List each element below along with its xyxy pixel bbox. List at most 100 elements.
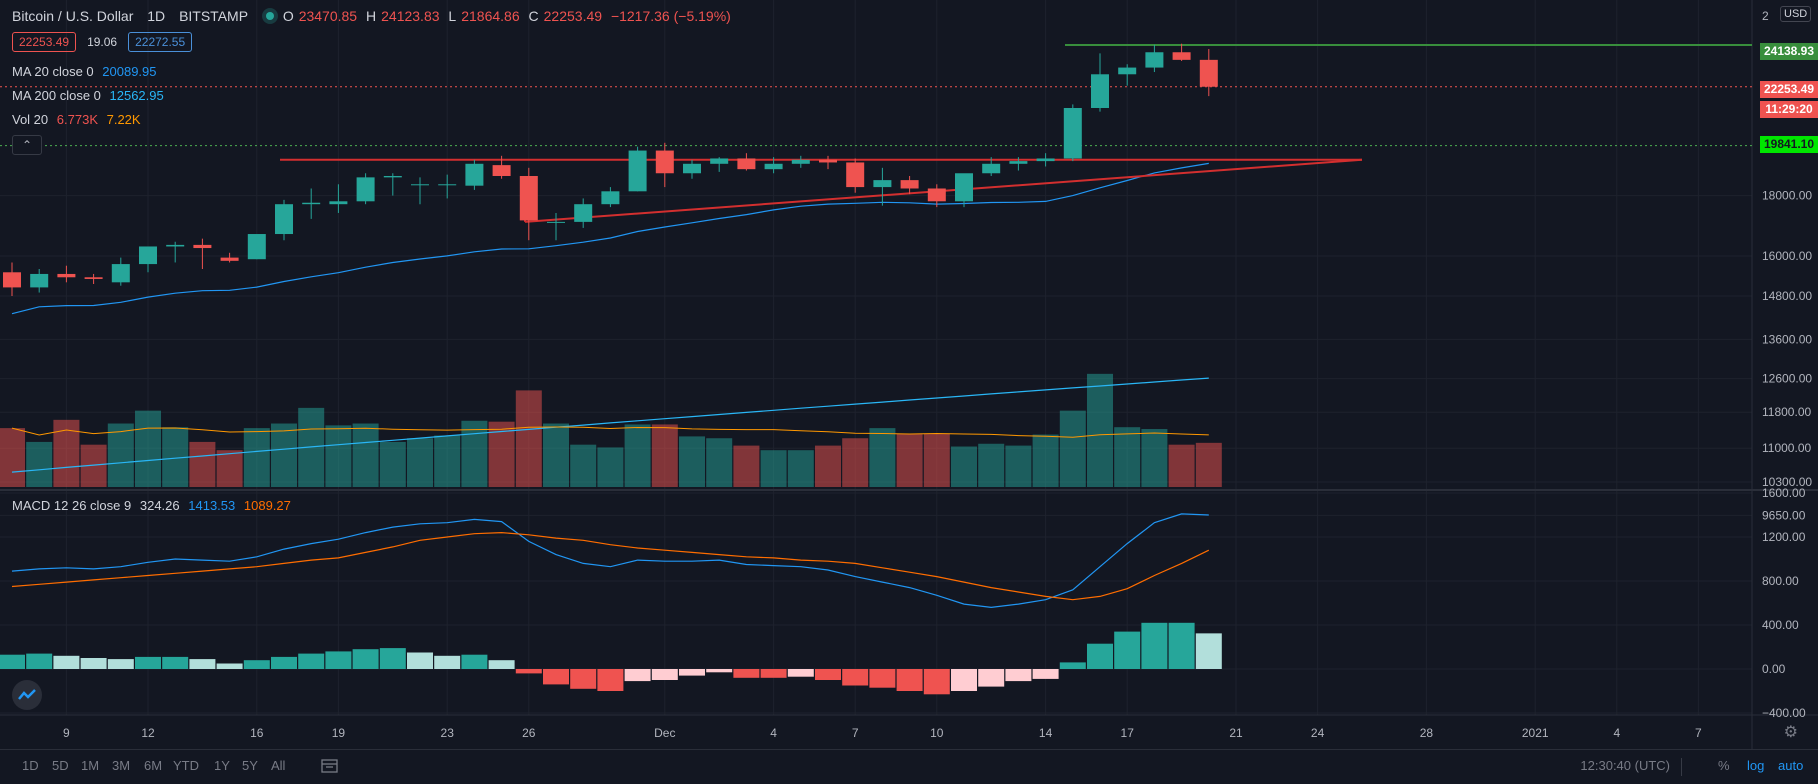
macd-histogram-bar bbox=[53, 655, 80, 669]
range-button-5y[interactable]: 5Y bbox=[242, 758, 258, 773]
currency-selector[interactable]: USD bbox=[1780, 6, 1812, 22]
support-price-tag: 19841.10 bbox=[1760, 136, 1818, 153]
range-button-5d[interactable]: 5D bbox=[52, 758, 69, 773]
candle-body bbox=[356, 177, 375, 202]
macd-histogram-bar bbox=[1195, 633, 1222, 669]
change-value: −1217.36 (−5.19%) bbox=[610, 8, 731, 24]
candle-body bbox=[302, 202, 321, 205]
macd-histogram-bar bbox=[1087, 643, 1113, 669]
tradingview-logo-icon[interactable] bbox=[12, 680, 42, 710]
symbol-title[interactable]: Bitcoin / U.S. Dollar bbox=[12, 8, 134, 24]
time-tick-label: Dec bbox=[654, 726, 675, 740]
candle bbox=[411, 177, 429, 205]
volume-legend[interactable]: Vol 20 6.773K 7.22K bbox=[12, 112, 146, 127]
candle bbox=[519, 167, 538, 241]
macd-line-value: 1413.53 bbox=[188, 498, 236, 513]
candle-body bbox=[900, 180, 919, 189]
candle bbox=[302, 188, 321, 219]
macd-histogram-bar bbox=[869, 669, 896, 688]
auto-scale-toggle[interactable]: auto bbox=[1778, 758, 1804, 773]
candle bbox=[1036, 153, 1055, 167]
volume-bar bbox=[107, 423, 134, 487]
candle-body bbox=[492, 165, 511, 176]
macd-histogram-bar bbox=[896, 669, 923, 691]
date-range-calendar-icon[interactable] bbox=[321, 758, 339, 774]
macd-histogram-bar bbox=[760, 669, 787, 678]
macd-histogram-bar bbox=[135, 656, 161, 669]
collapse-legend-button[interactable]: ⌃ bbox=[12, 135, 42, 155]
macd-lines bbox=[11, 513, 1210, 609]
range-button-1d[interactable]: 1D bbox=[22, 758, 39, 773]
high-label: H bbox=[366, 8, 377, 24]
bid-button[interactable]: 22253.49 bbox=[12, 32, 77, 52]
volume-bar bbox=[407, 438, 433, 487]
volume-bar bbox=[679, 436, 705, 487]
symbol-legend: Bitcoin / U.S. Dollar 1D BITSTAMP O 23470… bbox=[12, 8, 736, 24]
macd-histogram-bar bbox=[488, 660, 515, 669]
macd-histogram-bar bbox=[271, 656, 297, 669]
candle bbox=[166, 241, 185, 263]
chart-canvas[interactable]: 18000.0016000.0014800.0013600.0012600.00… bbox=[0, 0, 1818, 749]
macd-legend[interactable]: MACD 12 26 close 9 324.26 1413.53 1089.2… bbox=[12, 498, 296, 513]
utc-clock[interactable]: 12:30:40 (UTC) bbox=[1580, 758, 1670, 773]
range-button-ytd[interactable]: YTD bbox=[173, 758, 199, 773]
candle bbox=[1063, 104, 1082, 162]
time-tick-label: 21 bbox=[1229, 726, 1243, 740]
candle bbox=[982, 157, 1001, 176]
volume-bar bbox=[352, 423, 379, 487]
time-axis[interactable]: 9 12 16 19 23 26 Dec 4 7 10 14 17 21 24 28 2021 4 7 bbox=[63, 726, 1702, 740]
macd-histogram-bar bbox=[352, 649, 379, 669]
macd-histogram-bar bbox=[651, 669, 678, 680]
macd-histogram bbox=[0, 622, 1222, 695]
candle-body bbox=[411, 184, 429, 186]
macd-signal-value: 1089.27 bbox=[243, 498, 291, 513]
ma200-legend[interactable]: MA 200 close 0 12562.95 bbox=[12, 88, 169, 103]
time-tick-label: 28 bbox=[1420, 726, 1434, 740]
macd-tick-label: 0.00 bbox=[1762, 662, 1786, 676]
trend-lines[interactable] bbox=[0, 44, 1752, 223]
volume-bar bbox=[243, 428, 270, 487]
range-button-6m[interactable]: 6M bbox=[144, 758, 163, 773]
candle-body bbox=[1091, 74, 1109, 108]
candle bbox=[1172, 43, 1191, 61]
range-button-3m[interactable]: 3M bbox=[112, 758, 131, 773]
candle bbox=[574, 198, 593, 228]
volume-bar bbox=[842, 438, 869, 487]
macd-histogram-bar bbox=[298, 653, 325, 669]
candle bbox=[383, 173, 402, 196]
candle bbox=[764, 157, 783, 174]
time-tick-label: 7 bbox=[1695, 726, 1702, 740]
candle bbox=[30, 268, 49, 293]
range-button-1m[interactable]: 1M bbox=[81, 758, 100, 773]
candle bbox=[846, 158, 865, 193]
macd-histogram-bar bbox=[1141, 622, 1168, 669]
candle bbox=[1118, 64, 1137, 86]
candle-body bbox=[547, 221, 565, 223]
ma20-legend[interactable]: MA 20 close 0 20089.95 bbox=[12, 64, 162, 79]
candle-body bbox=[601, 191, 620, 205]
price-tick-label: 10300.00 bbox=[1762, 475, 1812, 489]
volume-bar bbox=[135, 410, 161, 487]
volume-bar bbox=[325, 425, 352, 487]
macd-histogram-bar bbox=[26, 653, 53, 669]
range-button-all[interactable]: All bbox=[271, 758, 286, 773]
volume-bar bbox=[1195, 442, 1222, 487]
candle-body bbox=[628, 150, 647, 192]
price-tick-label: 11800.00 bbox=[1762, 405, 1811, 419]
candle-body bbox=[139, 246, 157, 265]
candle-body bbox=[220, 257, 239, 261]
candle-body bbox=[438, 184, 457, 186]
settings-gear-icon[interactable]: ⚙ bbox=[1783, 724, 1798, 741]
range-button-1y[interactable]: 1Y bbox=[214, 758, 230, 773]
interval-label[interactable]: 1D bbox=[147, 8, 166, 24]
candle bbox=[601, 187, 620, 208]
macd-histogram-bar bbox=[1005, 669, 1032, 682]
ask-button[interactable]: 22272.55 bbox=[128, 32, 193, 52]
percent-scale-toggle[interactable]: % bbox=[1718, 758, 1730, 773]
candle-body bbox=[1145, 52, 1164, 68]
macd-histogram-bar bbox=[570, 669, 597, 689]
log-scale-toggle[interactable]: log bbox=[1747, 758, 1765, 773]
bar-countdown-tag: 11:29:20 bbox=[1760, 101, 1818, 118]
volume-bar bbox=[597, 447, 624, 487]
price-axis[interactable]: 18000.00 16000.00 14800.00 13600.00 12600.00… bbox=[1762, 9, 1812, 720]
